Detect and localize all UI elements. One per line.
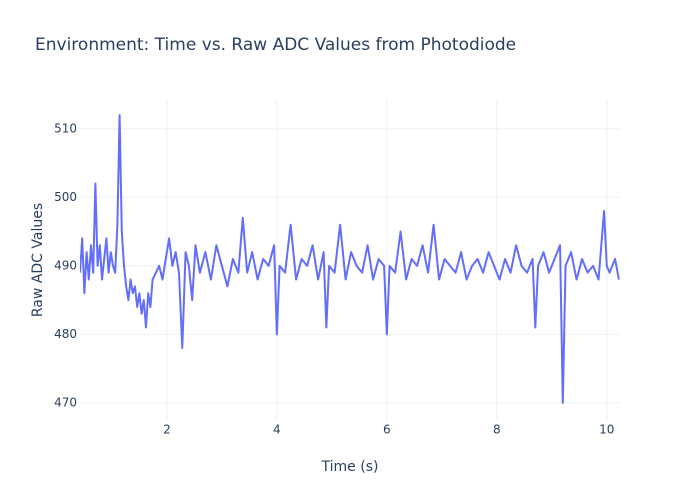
y-tick-label: 490 [54, 258, 77, 272]
x-tick-label: 10 [599, 423, 614, 437]
x-tick-label: 4 [273, 423, 281, 437]
y-axis-title: Raw ADC Values [30, 203, 46, 317]
chart-title: Environment: Time vs. Raw ADC Values fro… [35, 35, 516, 55]
x-tick-label: 8 [493, 423, 501, 437]
x-axis-title: Time (s) [321, 459, 379, 475]
y-tick-label: 480 [54, 327, 77, 341]
x-tick-label: 2 [163, 423, 171, 437]
y-tick-label: 470 [54, 395, 77, 409]
y-tick-label: 500 [54, 190, 77, 204]
x-tick-label: 6 [383, 423, 391, 437]
data-line [80, 114, 620, 404]
y-tick-label: 510 [54, 121, 77, 135]
